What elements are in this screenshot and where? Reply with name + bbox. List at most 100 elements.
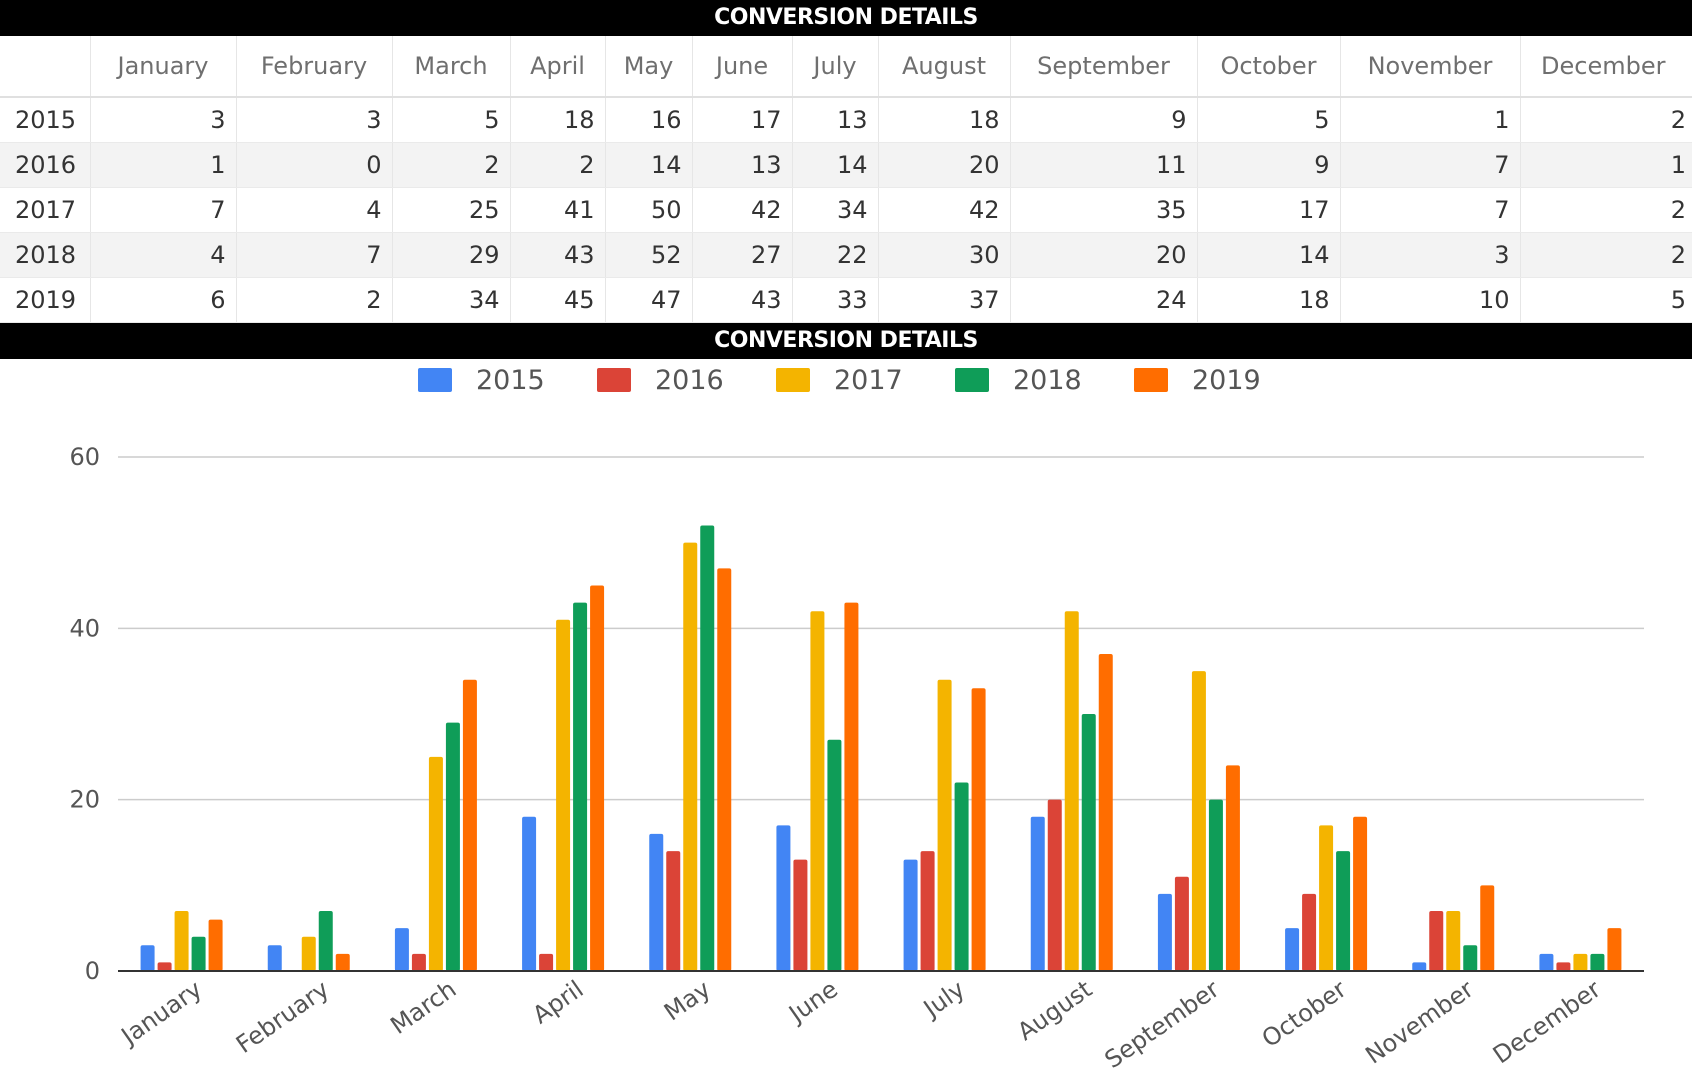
bar-2018-september <box>1208 799 1223 971</box>
grouped-bar-chart: 2015 2016 2017 2018 2019 0 20 40 60 January Febr… <box>69 365 1644 1074</box>
value-cell: 4 <box>236 187 393 233</box>
value-cell: 5 <box>1520 277 1692 323</box>
column-header-july: July <box>792 36 879 98</box>
bar-2018-february <box>318 911 333 971</box>
bar-2018-july <box>954 782 969 971</box>
bar-2017-august <box>1064 611 1079 971</box>
bar-2017-november <box>1446 911 1461 971</box>
bar-2017-december <box>1573 953 1588 971</box>
column-header-october: October <box>1197 36 1341 98</box>
value-cell: 3 <box>1340 232 1521 278</box>
value-cell: 2 <box>1520 187 1692 233</box>
y-tick-label: 60 <box>69 443 100 471</box>
value-cell: 45 <box>510 277 606 323</box>
bar-2016-december <box>1556 962 1571 971</box>
bar-2018-october <box>1336 851 1351 971</box>
bar-2015-march <box>394 928 409 971</box>
value-cell: 14 <box>1197 232 1341 278</box>
column-header-september: September <box>1010 36 1198 98</box>
bar-2016-march <box>411 953 426 971</box>
row-year-cell: 2019 <box>0 277 91 323</box>
value-cell: 13 <box>692 142 793 188</box>
bar-2019-january <box>208 919 223 971</box>
table-row: 2019 6 2 34 45 47 43 33 37 24 18 10 5 <box>0 277 1692 323</box>
x-tick-label-february: February <box>231 975 334 1059</box>
bar-2016-september <box>1174 876 1189 971</box>
bar-2016-june <box>793 859 808 971</box>
x-tick-label-november: November <box>1360 975 1478 1070</box>
legend-swatch-2015 <box>418 368 452 392</box>
value-cell: 11 <box>1010 142 1198 188</box>
value-cell: 29 <box>392 232 511 278</box>
bar-2016-july <box>920 851 935 971</box>
column-header-november: November <box>1340 36 1521 98</box>
bar-2015-december <box>1539 953 1554 971</box>
table-row: 2018 4 7 29 43 52 27 22 30 20 14 3 2 <box>0 232 1692 278</box>
row-year-cell: 2017 <box>0 187 91 233</box>
x-tick-label-january: January <box>115 975 207 1051</box>
value-cell: 18 <box>510 97 606 143</box>
bar-2015-july <box>903 859 918 971</box>
bar-2019-june <box>844 602 859 971</box>
conversion-table: January February March April May June July Augu… <box>0 36 1692 323</box>
row-year-cell: 2018 <box>0 232 91 278</box>
value-cell: 22 <box>792 232 879 278</box>
bar-2016-april <box>539 953 554 971</box>
legend-label-2019: 2019 <box>1192 365 1261 396</box>
value-cell: 20 <box>1010 232 1198 278</box>
bar-2015-april <box>522 816 537 971</box>
bar-2017-july <box>937 679 952 971</box>
bar-2017-march <box>428 756 443 971</box>
legend-swatch-2017 <box>776 368 810 392</box>
value-cell: 9 <box>1197 142 1341 188</box>
x-tick-label-july: July <box>917 975 970 1024</box>
bar-2018-june <box>827 739 842 971</box>
value-cell: 7 <box>1340 142 1521 188</box>
legend-label-2017: 2017 <box>834 365 903 396</box>
value-cell: 50 <box>605 187 693 233</box>
bar-2015-november <box>1412 962 1427 971</box>
bar-2019-september <box>1225 765 1240 971</box>
value-cell: 52 <box>605 232 693 278</box>
column-header-march: March <box>392 36 511 98</box>
legend-swatch-2018 <box>955 368 989 392</box>
bar-2018-may <box>700 525 715 971</box>
y-tick-label: 40 <box>69 614 100 642</box>
value-cell: 5 <box>392 97 511 143</box>
value-cell: 16 <box>605 97 693 143</box>
x-tick-label-june: June <box>782 975 843 1029</box>
table-row: 2017 7 4 25 41 50 42 34 42 35 17 7 2 <box>0 187 1692 233</box>
bar-2018-march <box>445 722 460 971</box>
column-header-april: April <box>510 36 606 98</box>
column-header-january: January <box>90 36 237 98</box>
x-tick-label-september: September <box>1100 975 1225 1074</box>
table-corner-cell <box>0 36 91 98</box>
column-header-may: May <box>605 36 693 98</box>
value-cell: 41 <box>510 187 606 233</box>
bar-2017-february <box>301 936 316 971</box>
value-cell: 34 <box>792 187 879 233</box>
value-cell: 7 <box>90 187 237 233</box>
value-cell: 17 <box>692 97 793 143</box>
value-cell: 18 <box>1197 277 1341 323</box>
value-cell: 7 <box>1340 187 1521 233</box>
value-cell: 2 <box>236 277 393 323</box>
row-year-cell: 2016 <box>0 142 91 188</box>
bar-2015-february <box>267 945 282 971</box>
bar-2019-march <box>462 679 477 971</box>
bar-2015-august <box>1030 816 1045 971</box>
value-cell: 33 <box>792 277 879 323</box>
bar-2018-december <box>1590 953 1605 971</box>
x-tick-label-march: March <box>385 975 461 1040</box>
value-cell: 4 <box>90 232 237 278</box>
x-axis-ticks: January February March April May June July Augu… <box>115 975 1606 1074</box>
value-cell: 35 <box>1010 187 1198 233</box>
value-cell: 2 <box>510 142 606 188</box>
table-row: 2015 3 3 5 18 16 17 13 18 9 5 1 2 <box>0 97 1692 143</box>
table-header-row: January February March April May June July Augu… <box>0 36 1692 98</box>
conversion-details-table: January February March April May June July Augu… <box>0 36 1692 323</box>
column-header-february: February <box>236 36 393 98</box>
x-tick-label-october: October <box>1257 975 1352 1053</box>
y-tick-label: 0 <box>85 957 100 985</box>
row-year-cell: 2015 <box>0 97 91 143</box>
